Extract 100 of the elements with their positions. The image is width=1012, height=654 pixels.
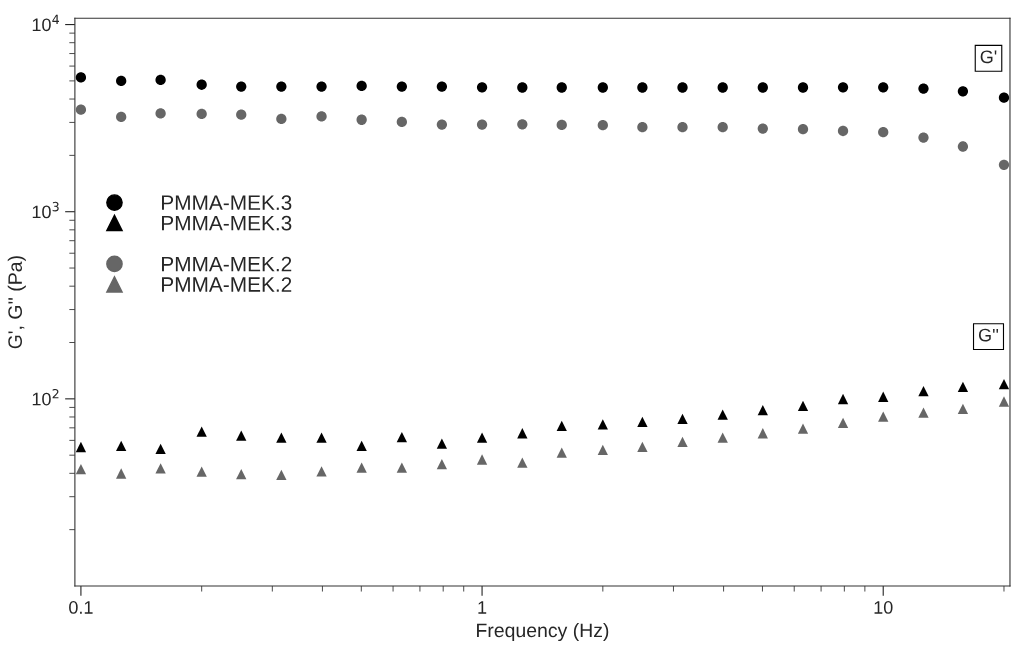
point	[517, 82, 528, 93]
point	[196, 79, 207, 90]
y-tick-label: 10$^{3}$	[32, 201, 59, 219]
y-tick-label: 10$^{2}$	[32, 388, 59, 406]
point	[476, 454, 488, 465]
point	[556, 447, 567, 458]
point	[276, 81, 287, 92]
point	[396, 462, 407, 473]
annotation: G''	[978, 328, 999, 342]
point	[556, 420, 567, 432]
point	[556, 119, 567, 131]
point	[155, 463, 166, 474]
point	[276, 113, 287, 125]
point	[717, 122, 728, 133]
point	[957, 403, 969, 415]
point	[396, 81, 407, 92]
y-tick-label: 10$^{4}$	[32, 14, 59, 32]
point	[677, 413, 688, 424]
point	[116, 440, 127, 452]
point	[155, 74, 166, 86]
point	[476, 82, 488, 93]
x-tick-label: 10	[874, 601, 893, 614]
point	[597, 82, 608, 93]
point	[717, 82, 728, 93]
point	[998, 92, 1010, 103]
point	[155, 443, 166, 455]
y-axis-title: G', G'' (Pa)	[7, 256, 26, 349]
point	[878, 82, 889, 93]
legend-label: PMMA-MEK.3	[162, 215, 292, 231]
point	[75, 464, 87, 475]
point	[757, 82, 768, 93]
point	[276, 469, 287, 481]
point	[236, 468, 247, 480]
point	[196, 426, 207, 437]
point	[677, 436, 688, 448]
point	[236, 430, 247, 441]
point	[316, 432, 327, 443]
point	[957, 86, 969, 97]
point	[637, 441, 648, 452]
point	[597, 444, 608, 455]
point	[878, 391, 889, 402]
point	[637, 416, 648, 427]
point	[236, 109, 247, 120]
point	[316, 111, 327, 122]
point	[918, 407, 929, 418]
point	[356, 114, 367, 125]
annotation: G'	[980, 50, 997, 64]
point	[918, 385, 929, 397]
x-tick-label: 0.1	[69, 601, 93, 614]
point	[436, 81, 448, 92]
point	[316, 81, 327, 92]
point	[637, 82, 648, 93]
point	[918, 83, 929, 94]
point	[436, 458, 448, 470]
point	[116, 75, 127, 87]
point	[155, 108, 166, 119]
x-tick-label: 1	[478, 601, 487, 614]
point	[957, 141, 969, 152]
legend-label: PMMA-MEK.2	[162, 277, 292, 292]
point	[556, 82, 567, 93]
legend-label: PMMA-MEK.3	[162, 195, 292, 211]
point	[356, 462, 367, 473]
point	[116, 468, 127, 479]
point	[957, 381, 969, 392]
point	[797, 423, 809, 434]
point	[196, 108, 207, 120]
point	[396, 116, 407, 128]
point	[837, 82, 849, 93]
point	[637, 122, 648, 133]
point	[717, 432, 728, 443]
point	[75, 441, 87, 453]
legend-label: PMMA-MEK.2	[162, 256, 292, 272]
point	[436, 119, 448, 130]
point	[75, 72, 87, 83]
point	[837, 393, 849, 405]
point	[116, 111, 127, 123]
point	[597, 120, 608, 131]
point	[396, 432, 407, 443]
point	[797, 400, 809, 411]
point	[236, 81, 247, 92]
point	[476, 432, 488, 443]
point	[316, 466, 327, 477]
point	[757, 428, 768, 439]
point	[998, 159, 1010, 170]
point	[517, 119, 528, 130]
point	[677, 122, 688, 133]
point	[837, 125, 849, 137]
point	[757, 123, 768, 134]
point	[878, 411, 889, 422]
point	[196, 466, 207, 477]
point	[517, 428, 528, 439]
x-axis-title: Frequency (Hz)	[477, 622, 609, 642]
point	[998, 396, 1010, 407]
point	[797, 82, 809, 93]
point	[476, 119, 488, 130]
point	[436, 438, 448, 449]
point	[517, 457, 528, 468]
point	[797, 124, 809, 135]
point	[918, 132, 929, 143]
point	[597, 419, 608, 430]
